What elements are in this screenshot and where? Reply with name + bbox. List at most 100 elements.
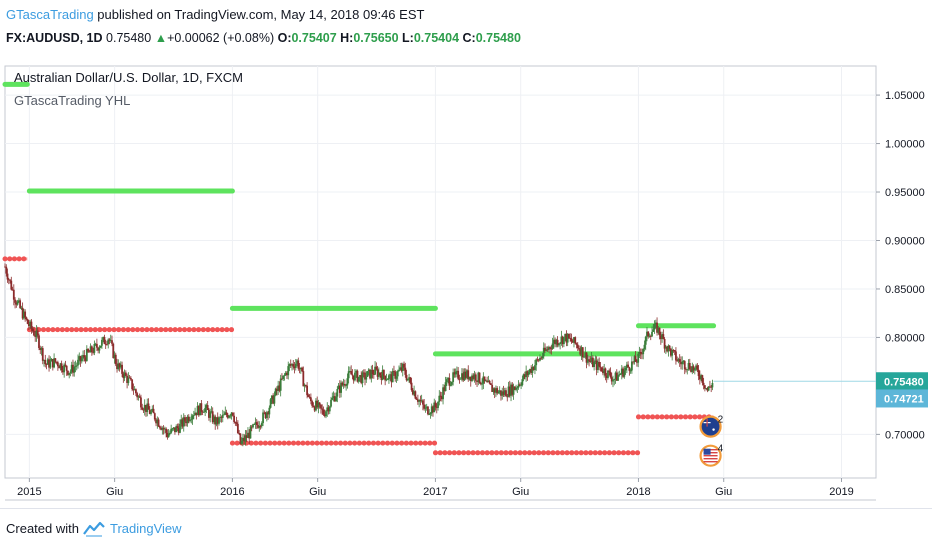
usa-flag-icon: 4 — [699, 444, 724, 467]
candle-body — [697, 369, 700, 377]
candle-body — [296, 360, 298, 364]
candle-body — [187, 416, 190, 422]
candle-body — [248, 432, 251, 439]
candle-body — [380, 375, 383, 380]
candle-body — [244, 435, 247, 442]
candle-body — [517, 384, 520, 388]
candle-body — [696, 365, 699, 370]
candle-body — [202, 412, 205, 413]
candle-body — [224, 412, 227, 415]
candle-body — [469, 376, 472, 381]
candle-body — [332, 396, 335, 399]
candle-body — [452, 372, 455, 382]
candle-body — [683, 361, 686, 370]
candle-body — [565, 333, 568, 343]
price-chart[interactable]: 1.05000 1.00000 0.95000 0.90000 0.85000 0.800… — [0, 0, 932, 508]
y-tick-label: 0.90000 — [885, 235, 925, 247]
candle-body — [340, 382, 342, 393]
candle-body — [691, 366, 694, 372]
series-title: Australian Dollar/U.S. Dollar, 1D, FXCM — [14, 70, 243, 85]
candle-body — [393, 371, 395, 372]
candle-body — [55, 361, 58, 363]
candle-body — [700, 375, 703, 380]
candle-body — [22, 311, 25, 319]
candle-body — [599, 366, 602, 368]
candle-body — [461, 373, 463, 379]
candle-body — [414, 391, 417, 399]
price-axis[interactable]: 1.05000 1.00000 0.95000 0.90000 0.85000 0.800… — [876, 90, 928, 441]
event-badges[interactable]: 24 — [699, 415, 724, 467]
candle-body — [156, 419, 159, 424]
high-value: 0.75650 — [353, 31, 399, 45]
candle-body — [474, 374, 477, 381]
candle-body — [552, 339, 555, 344]
candle-body — [501, 391, 504, 396]
candle-body — [335, 396, 337, 402]
candle-body — [124, 372, 127, 376]
time-axis[interactable]: 2015 Giu 2016 Giu 2017 Giu 2018 Giu 2019 — [5, 478, 876, 501]
candle-body — [677, 359, 680, 361]
candle-body — [549, 347, 551, 349]
candle-body — [513, 386, 516, 390]
candle-body — [598, 361, 601, 367]
candle-body — [196, 405, 199, 416]
candle-body — [613, 379, 616, 381]
candle-body — [68, 373, 71, 375]
candle-body — [283, 375, 286, 376]
candle-body — [449, 384, 452, 386]
candle-body — [388, 375, 390, 380]
candle-body — [486, 380, 489, 383]
candle-body — [175, 426, 178, 433]
candle-body — [523, 374, 526, 378]
candle-body — [311, 401, 314, 406]
candle-body — [321, 408, 324, 410]
candle-body — [658, 327, 661, 336]
candle-body — [566, 333, 569, 343]
author-link[interactable]: GTascaTrading — [6, 7, 94, 22]
tradingview-brand[interactable]: TradingView — [110, 521, 182, 536]
candle-body — [537, 359, 540, 361]
candle-body — [242, 437, 244, 442]
candle-body — [206, 405, 209, 411]
candle-body — [11, 289, 14, 291]
candle-body — [72, 364, 74, 373]
candle-body — [372, 374, 375, 375]
candle-body — [400, 367, 403, 371]
candle-body — [345, 385, 348, 387]
candle-body — [467, 370, 470, 380]
candle-body — [299, 367, 302, 370]
candle-body — [131, 379, 134, 390]
candle-body — [302, 371, 305, 387]
candle-body — [484, 380, 487, 382]
candle-body — [284, 372, 287, 376]
candle-body — [643, 344, 646, 349]
candle-body — [415, 398, 418, 400]
candle-body — [516, 387, 519, 389]
candle-body — [636, 361, 638, 363]
candle-body — [369, 369, 371, 379]
candle-body — [529, 369, 531, 373]
candle-body — [668, 345, 671, 349]
symbol-name[interactable]: FX:AUDUSD, 1D — [6, 31, 103, 45]
candle-body — [395, 376, 398, 379]
candle-body — [104, 343, 107, 345]
candle-body — [136, 393, 139, 398]
candle-body — [24, 311, 27, 318]
candle-body — [365, 376, 368, 380]
candle-body — [588, 359, 590, 361]
candle-body — [60, 363, 63, 371]
candle-body — [429, 413, 432, 415]
candle-body — [681, 361, 684, 365]
candle-body — [80, 358, 83, 362]
candle-body — [342, 383, 345, 386]
candle-body — [171, 428, 174, 430]
candle-body — [189, 419, 191, 422]
candle-body — [411, 390, 414, 395]
candle-body — [360, 375, 363, 384]
x-tick-label: Giu — [715, 486, 732, 498]
candle-body — [12, 289, 15, 300]
candle-body — [512, 386, 515, 395]
candle-body — [161, 428, 164, 430]
candle-body — [654, 322, 657, 325]
candle-body — [236, 423, 239, 434]
